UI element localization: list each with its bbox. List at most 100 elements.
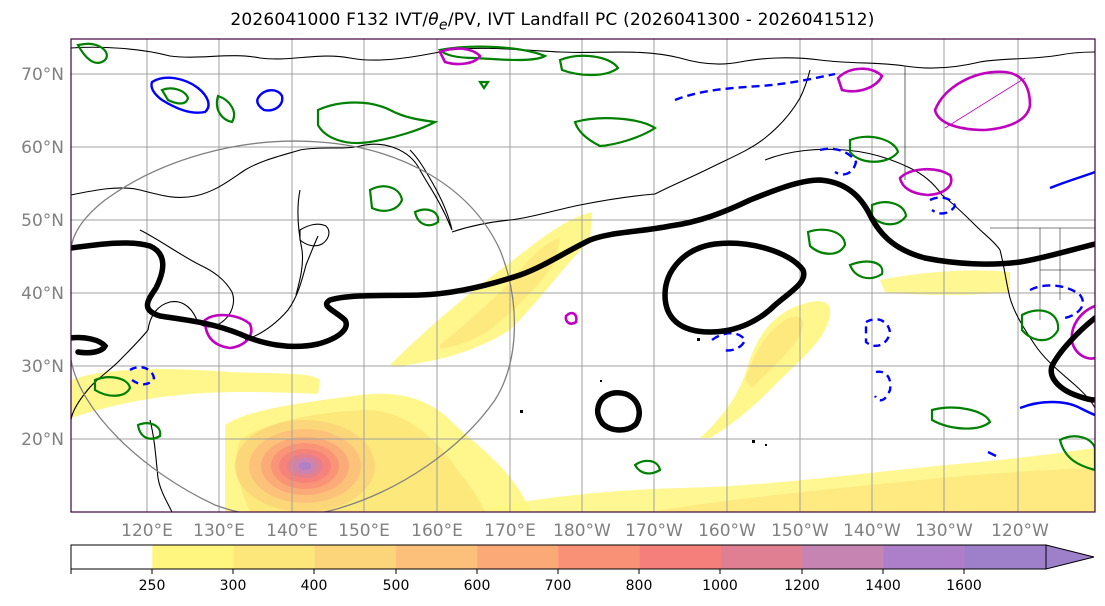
theta-e-contour: [848, 260, 884, 280]
theta-e-contours: [76, 42, 1095, 475]
map-area: [71, 39, 1095, 512]
theta-e-contour: [368, 185, 404, 212]
ivt-east-pacific-strip: [880, 270, 1010, 295]
theta-e-contour: [1058, 435, 1095, 472]
pv-contour-closed-low: [662, 240, 807, 335]
theta-e-contour: [573, 117, 657, 148]
blue-contour-dashed: [929, 196, 957, 215]
pv-contour-main: [71, 177, 1095, 350]
coast-japan-honshu: [244, 235, 319, 341]
lon-label: 140°E: [266, 521, 318, 541]
lat-label: 30°N: [21, 357, 64, 377]
theta-e-contour: [870, 201, 908, 226]
ivt-shading: [71, 212, 1095, 512]
landfall-contour: [836, 67, 884, 93]
blue-contour-dashed: [873, 370, 892, 402]
theta-e-contour: [848, 135, 900, 163]
pv-contour-east: [1048, 315, 1095, 403]
colorbar-box: [477, 545, 559, 569]
coast-bc-panhandle: [941, 194, 1001, 251]
colorbar: 250 300 400 500 600 700 800 1000 1200 14…: [70, 544, 1095, 594]
title-theta-subscript: e: [438, 17, 448, 34]
lon-label: 170°E: [484, 521, 536, 541]
landfall-contour: [898, 168, 953, 197]
lat-label: 70°N: [21, 65, 64, 85]
lon-label: 170°W: [625, 521, 683, 541]
landfall-hatch: [944, 77, 1026, 129]
coastlines: [71, 46, 1095, 512]
coast-alaska-north: [739, 57, 906, 67]
lon-label: 120°E: [121, 521, 173, 541]
colorbar-label: 800: [626, 578, 653, 594]
theta-e-contour: [316, 101, 439, 145]
colorbar-tick-labels: 250 300 400 500 600 700 800 1000 1200 14…: [139, 578, 982, 594]
colorbar-box: [883, 545, 966, 569]
lat-label: 40°N: [21, 284, 64, 304]
blue-contour-dashed: [711, 332, 747, 352]
blue-contour-solid: [987, 450, 997, 458]
blue-contour-dashed: [129, 366, 156, 386]
colorbar-box: [233, 545, 316, 569]
colorbar-label: 1000: [702, 578, 738, 594]
map-frame: [70, 38, 1096, 513]
figure-title: 2026041000 F132 IVT/θe/PV, IVT Landfall …: [0, 10, 1105, 33]
title-theta: θ: [428, 10, 439, 30]
theta-e-contour: [437, 45, 548, 62]
colorbar-label: 400: [301, 578, 328, 594]
coast-taiwan-philippines: [149, 419, 173, 512]
scatter-specks: [520, 338, 767, 446]
colorbar-box: [964, 545, 1047, 569]
theta-e-contour: [1020, 309, 1060, 342]
theta-e-contour: [558, 54, 620, 77]
landfall-contour: [933, 70, 1032, 132]
coast-manchuria-korea: [139, 229, 235, 331]
colorbar-label: 300: [220, 578, 247, 594]
title-prefix: 2026041000 F132 IVT/: [230, 10, 429, 30]
coast-canada-arctic: [904, 51, 1095, 69]
pv-contours: [71, 177, 1095, 433]
colorbar-label: 1200: [784, 578, 820, 594]
colorbar-ticks: [70, 569, 965, 574]
blue-contour-solid: [1049, 170, 1095, 190]
colorbar-box: [71, 545, 153, 569]
blue-contours: [129, 72, 1095, 458]
theta-e-contour: [633, 459, 662, 475]
lat-label: 50°N: [21, 211, 64, 231]
colorbar-label: 500: [383, 578, 410, 594]
colorbar-box: [721, 545, 803, 569]
landfall-contour: [438, 47, 482, 66]
coast-japan-hokkaido: [299, 223, 330, 247]
theta-e-contour: [160, 87, 190, 105]
landfall-contours: [203, 47, 1095, 360]
lon-label: 120°W: [991, 521, 1049, 541]
coast-aleutians: [451, 193, 656, 233]
coast-sakhalin: [295, 189, 304, 296]
lon-label: 140°W: [843, 521, 901, 541]
pv-contour-low: [71, 334, 109, 356]
blue-contour-dashed: [1029, 284, 1085, 320]
colorbar-box: [558, 545, 641, 569]
border-us-states: [1039, 228, 1095, 320]
colorbar-box: [152, 545, 234, 569]
lat-label: 60°N: [21, 138, 64, 158]
coast-us-west: [999, 249, 1095, 409]
blue-contour-solid: [256, 89, 284, 112]
lat-label: 20°N: [21, 430, 64, 450]
lon-label: 160°E: [411, 521, 463, 541]
colorbar-extend-arrow: [1045, 544, 1095, 570]
theta-e-contour: [76, 42, 108, 64]
colorbar-label: 600: [464, 578, 491, 594]
landfall-search-circle: [71, 140, 516, 512]
blue-contour-solid: [1019, 400, 1095, 417]
colorbar-label: 1400: [865, 578, 901, 594]
coast-siberia-arctic: [71, 46, 741, 65]
lon-label: 130°W: [915, 521, 973, 541]
lon-label: 150°E: [338, 521, 390, 541]
theta-e-contour: [413, 208, 440, 227]
title-suffix: /PV, IVT Landfall PC (2026041300 - 20260…: [447, 10, 875, 30]
theta-e-contour: [930, 406, 992, 430]
theta-e-contour: [93, 376, 132, 397]
longitude-labels: 120°E 130°E 140°E 150°E 160°E 170°E 180°…: [121, 521, 1049, 541]
